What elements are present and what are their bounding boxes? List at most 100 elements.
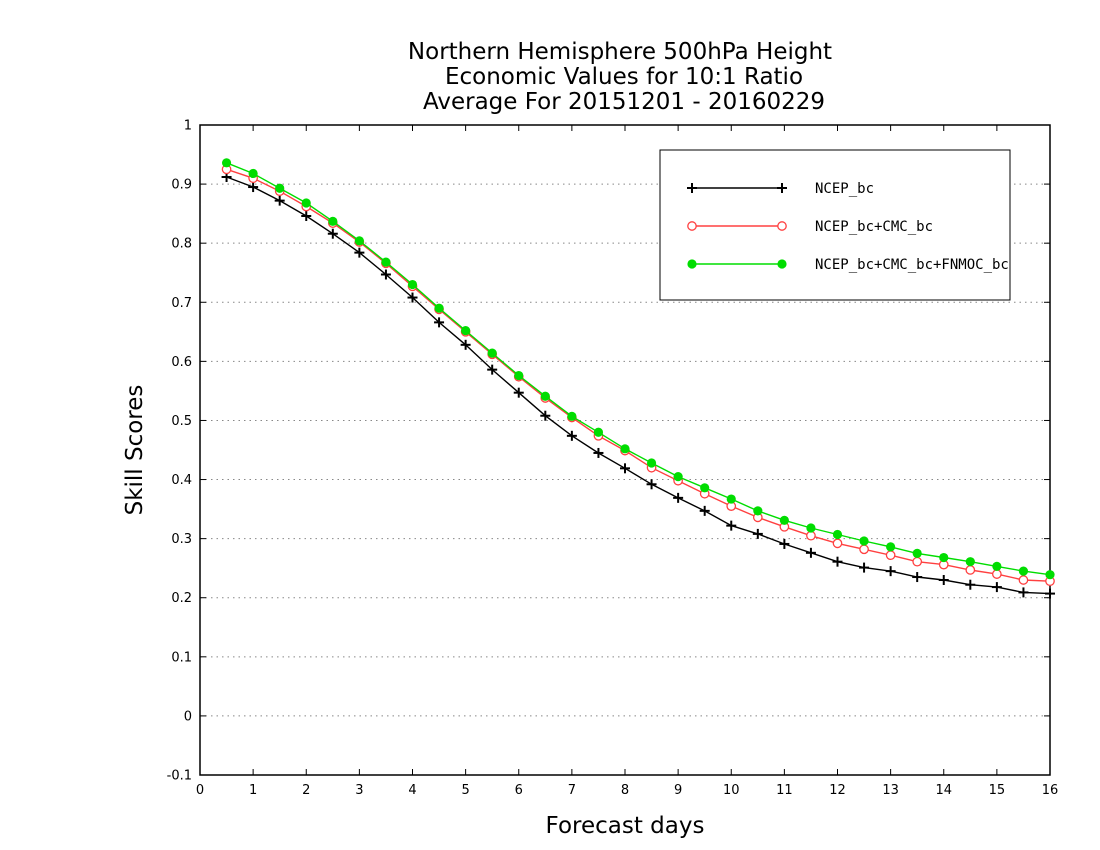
data-point (992, 569, 1002, 579)
y-tick-label: 0.4 (171, 473, 192, 488)
data-point (726, 520, 737, 531)
series-line (226, 176, 1051, 595)
y-tick-label: 0.9 (171, 178, 192, 193)
data-point (620, 463, 630, 474)
legend-marker (687, 183, 697, 193)
data-point (248, 182, 259, 193)
data-point (301, 211, 312, 221)
data-point (620, 444, 630, 454)
data-point (859, 536, 869, 546)
data-point (752, 528, 763, 539)
data-point (540, 391, 550, 401)
legend-label: NCEP_bc (815, 181, 874, 197)
x-tick-label: 7 (568, 783, 576, 798)
data-point (566, 430, 577, 441)
y-tick-label: 0.2 (171, 591, 192, 606)
legend-marker (777, 183, 787, 193)
data-point (460, 339, 471, 350)
data-point (1045, 588, 1055, 599)
data-point (832, 556, 843, 567)
data-point (806, 523, 816, 533)
data-point (726, 494, 736, 504)
data-point (434, 317, 445, 328)
legend-entry: NCEP_bc (687, 181, 874, 197)
data-point (407, 292, 418, 303)
x-tick-label: 0 (196, 783, 204, 798)
legend-entry: NCEP_bc+CMC_bc (687, 219, 933, 235)
data-point (699, 505, 710, 516)
data-point (805, 547, 816, 558)
data-point (700, 483, 710, 493)
data-point (859, 544, 869, 555)
data-point (407, 279, 418, 290)
legend-entries: NCEP_bc NCEP_bc+CMC_bc NCEP_bc+CMC_bc+FNMO… (687, 181, 1009, 273)
data-point (380, 269, 391, 280)
data-point (540, 410, 551, 421)
data-point (806, 530, 816, 541)
data-point (646, 479, 657, 490)
y-tick-label: -0.1 (167, 769, 192, 784)
data-point (487, 348, 497, 358)
data-point (381, 257, 391, 267)
x-tick-label: 11 (776, 783, 793, 798)
data-point (673, 471, 683, 482)
data-point (1045, 570, 1055, 580)
x-tick-label: 5 (461, 783, 469, 798)
title-line-1: Northern Hemisphere 500hPa Height (408, 39, 832, 65)
data-point (885, 566, 896, 577)
data-point (221, 158, 232, 168)
x-tick-label: 2 (302, 783, 310, 798)
data-point (354, 247, 365, 258)
x-tick-label: 15 (989, 783, 1006, 798)
data-point (912, 572, 923, 583)
data-point (991, 582, 1002, 593)
data-point (859, 562, 870, 573)
data-point (248, 168, 258, 179)
grid-lines (200, 183, 1050, 717)
data-point (939, 552, 949, 563)
x-tick-label: 14 (935, 783, 952, 798)
series-1 (221, 172, 1055, 599)
title-line-2: Economic Values for 10:1 Ratio (445, 64, 803, 90)
data-point (673, 492, 684, 503)
x-tick-label: 1 (249, 783, 257, 798)
x-tick-label: 6 (515, 783, 523, 798)
data-point (328, 216, 338, 226)
data-point (301, 198, 311, 208)
data-point (327, 228, 338, 239)
data-point (593, 427, 604, 437)
x-tick-label: 16 (1042, 783, 1059, 798)
legend-label: NCEP_bc+CMC_bc (815, 219, 933, 235)
series-layer (221, 158, 1055, 599)
legend: NCEP_bc NCEP_bc+CMC_bc NCEP_bc+CMC_bc+FNMO… (659, 149, 1011, 301)
legend-label: NCEP_bc+CMC_bc+FNMOC_bc (815, 257, 1009, 273)
data-point (992, 561, 1002, 572)
data-point (832, 538, 843, 549)
y-tick-label: 1 (184, 119, 192, 134)
data-point (779, 538, 790, 549)
series-3 (221, 158, 1055, 580)
data-point (274, 195, 285, 206)
title-line-3: Average For 20151201 - 20160229 (423, 89, 825, 115)
data-point (912, 548, 922, 559)
data-point (646, 458, 657, 468)
y-tick-label: 0.8 (171, 237, 192, 252)
legend-marker (777, 221, 787, 231)
y-tick-label: 0 (184, 709, 192, 724)
y-tick-label: 0.3 (171, 532, 192, 547)
data-point (885, 550, 896, 561)
y-tick-label: 0.6 (171, 355, 192, 370)
data-point (434, 303, 444, 313)
data-point (886, 542, 896, 552)
data-point (461, 326, 471, 336)
x-tick-label: 9 (674, 783, 682, 798)
data-point (514, 370, 524, 381)
data-point (1018, 587, 1029, 598)
data-point (965, 579, 976, 590)
data-point (779, 515, 789, 525)
x-axis-label: Forecast days (546, 813, 705, 839)
data-point (965, 565, 976, 575)
data-point (275, 183, 285, 193)
legend-entry: NCEP_bc+CMC_bc+FNMOC_bc (687, 257, 1009, 273)
